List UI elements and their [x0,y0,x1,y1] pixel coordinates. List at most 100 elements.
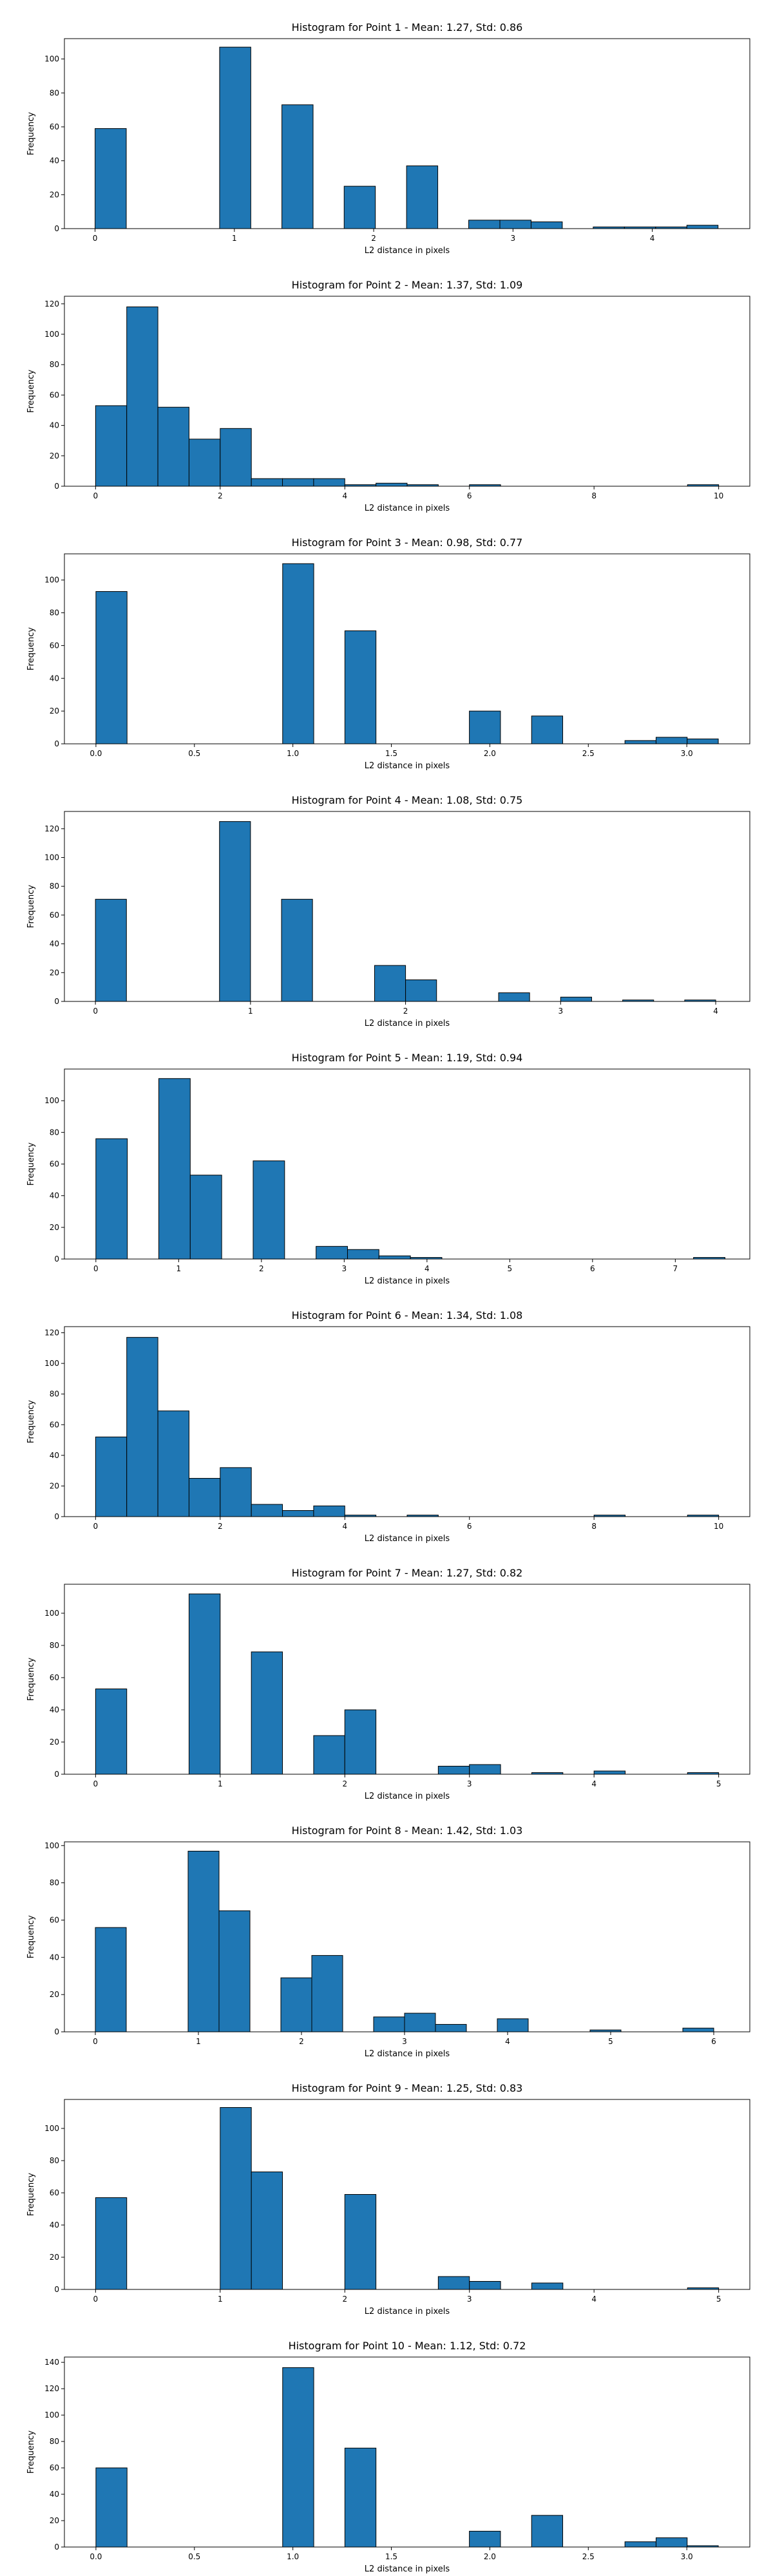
histogram-4: Histogram for Point 4 - Mean: 1.08, Std:… [26,794,750,1028]
plot-frame [64,1841,750,2032]
histogram-6: Histogram for Point 6 - Mean: 1.34, Std:… [26,1309,750,1544]
histogram-bar [126,307,158,487]
x-tick-label: 4 [713,1007,718,1016]
y-tick-label: 0 [54,739,59,748]
histogram-bar [95,2467,128,2548]
histogram-10: Histogram for Point 10 - Mean: 1.12, Std… [26,2340,750,2574]
x-axis-label: L2 distance in pixels [365,761,450,771]
histogram-bar [95,1689,128,1775]
histogram-bar [281,898,313,1002]
histogram-bar [437,2276,470,2290]
histogram-bar [469,2530,501,2548]
x-tick-label: 0 [93,234,98,243]
x-tick-label: 0 [93,1779,99,1788]
y-tick-label: 80 [50,1390,59,1399]
y-tick-label: 0 [54,1255,59,1264]
histogram-bar [95,1138,128,1260]
y-tick-label: 20 [50,451,59,460]
histogram-bar [560,996,592,1002]
histogram-bar [157,1410,189,1517]
y-tick-label: 80 [50,882,59,891]
histogram-bar [499,220,531,229]
x-tick-label: 2 [299,2037,304,2046]
histogram-bar [469,2281,501,2290]
histogram-bar [218,1910,251,2032]
plot-frame [64,38,750,229]
plot-frame [64,296,750,487]
histogram-bar [469,1764,501,1775]
histogram-bar [95,591,128,744]
histogram-bar [593,1770,626,1775]
histogram-bar [188,439,221,487]
x-tick-label: 6 [711,2037,716,2046]
histogram-bar [253,1160,285,1260]
histogram-bar [220,1467,252,1517]
plot-frame [64,2099,750,2290]
x-tick-label: 0 [93,2037,98,2046]
chart-title: Histogram for Point 7 - Mean: 1.27, Std:… [292,1567,523,1579]
x-tick-label: 6 [467,1522,472,1531]
y-tick-label: 100 [44,2410,59,2420]
x-tick-label: 1 [232,234,237,243]
histogram-5: Histogram for Point 5 - Mean: 1.19, Std:… [26,1052,750,1286]
chart-title: Histogram for Point 6 - Mean: 1.34, Std:… [292,1309,523,1321]
plot-frame [64,811,750,1002]
histogram-bar [344,630,377,744]
histogram-bar [405,979,437,1002]
y-axis-label: Frequency [26,1915,36,1958]
histogram-7: Histogram for Point 7 - Mean: 1.27, Std:… [26,1567,750,1801]
chart-title: Histogram for Point 5 - Mean: 1.19, Std:… [292,1052,523,1064]
x-tick-label: 10 [714,1522,723,1531]
histogram-bar [126,1337,158,1517]
y-axis-label: Frequency [26,1400,36,1443]
x-axis-label: L2 distance in pixels [365,2564,450,2574]
y-tick-label: 100 [44,55,59,64]
histogram-bar [95,1436,128,1517]
histogram-bar [282,478,314,487]
y-tick-label: 40 [50,1451,59,1460]
y-tick-label: 60 [50,641,59,650]
x-tick-label: 8 [591,491,596,500]
x-tick-label: 1 [248,1007,253,1016]
histogram-8: Histogram for Point 8 - Mean: 1.42, Std:… [26,1824,750,2059]
x-tick-label: 2 [342,1779,347,1788]
y-axis-label: Frequency [26,885,36,928]
histogram-1: Histogram for Point 1 - Mean: 1.27, Std:… [26,21,750,256]
x-tick-label: 1 [218,2295,223,2304]
y-tick-label: 120 [44,1329,59,1338]
x-tick-label: 3 [402,2037,407,2046]
x-tick-label: 7 [673,1264,678,1273]
x-tick-label: 5 [608,2037,613,2046]
histogram-bar [187,1850,220,2032]
histogram-bar [624,2541,656,2548]
y-tick-label: 40 [50,2221,59,2230]
y-tick-label: 40 [50,1191,59,1200]
histogram-bar [95,405,128,487]
histogram-bar [437,1766,470,1775]
histogram-bar [220,2107,252,2290]
histogram-bar [282,104,314,229]
y-tick-label: 40 [50,156,59,166]
histogram-bar [313,1735,345,1775]
histogram-2: Histogram for Point 2 - Mean: 1.37, Std:… [26,279,750,513]
x-tick-label: 0.0 [90,749,102,758]
x-tick-label: 0 [93,1522,99,1531]
x-tick-label: 5 [716,1779,721,1788]
histogram-bar [316,1245,348,1260]
y-axis-label: Frequency [26,1658,36,1701]
x-tick-label: 0 [93,491,99,500]
y-tick-label: 100 [44,853,59,862]
x-tick-label: 1 [177,1264,182,1273]
y-tick-label: 0 [54,997,59,1006]
x-tick-label: 4 [425,1264,430,1273]
x-tick-label: 4 [342,1522,347,1531]
histogram-3: Histogram for Point 3 - Mean: 0.98, Std:… [26,536,750,771]
chart-title: Histogram for Point 2 - Mean: 1.37, Std:… [292,279,523,291]
x-tick-label: 4 [650,234,655,243]
histogram-bar [157,406,189,487]
x-tick-label: 4 [591,2295,596,2304]
histogram-bar [219,821,251,1002]
x-tick-label: 3 [467,1779,472,1788]
x-tick-label: 2 [218,491,223,500]
x-tick-label: 6 [590,1264,595,1273]
